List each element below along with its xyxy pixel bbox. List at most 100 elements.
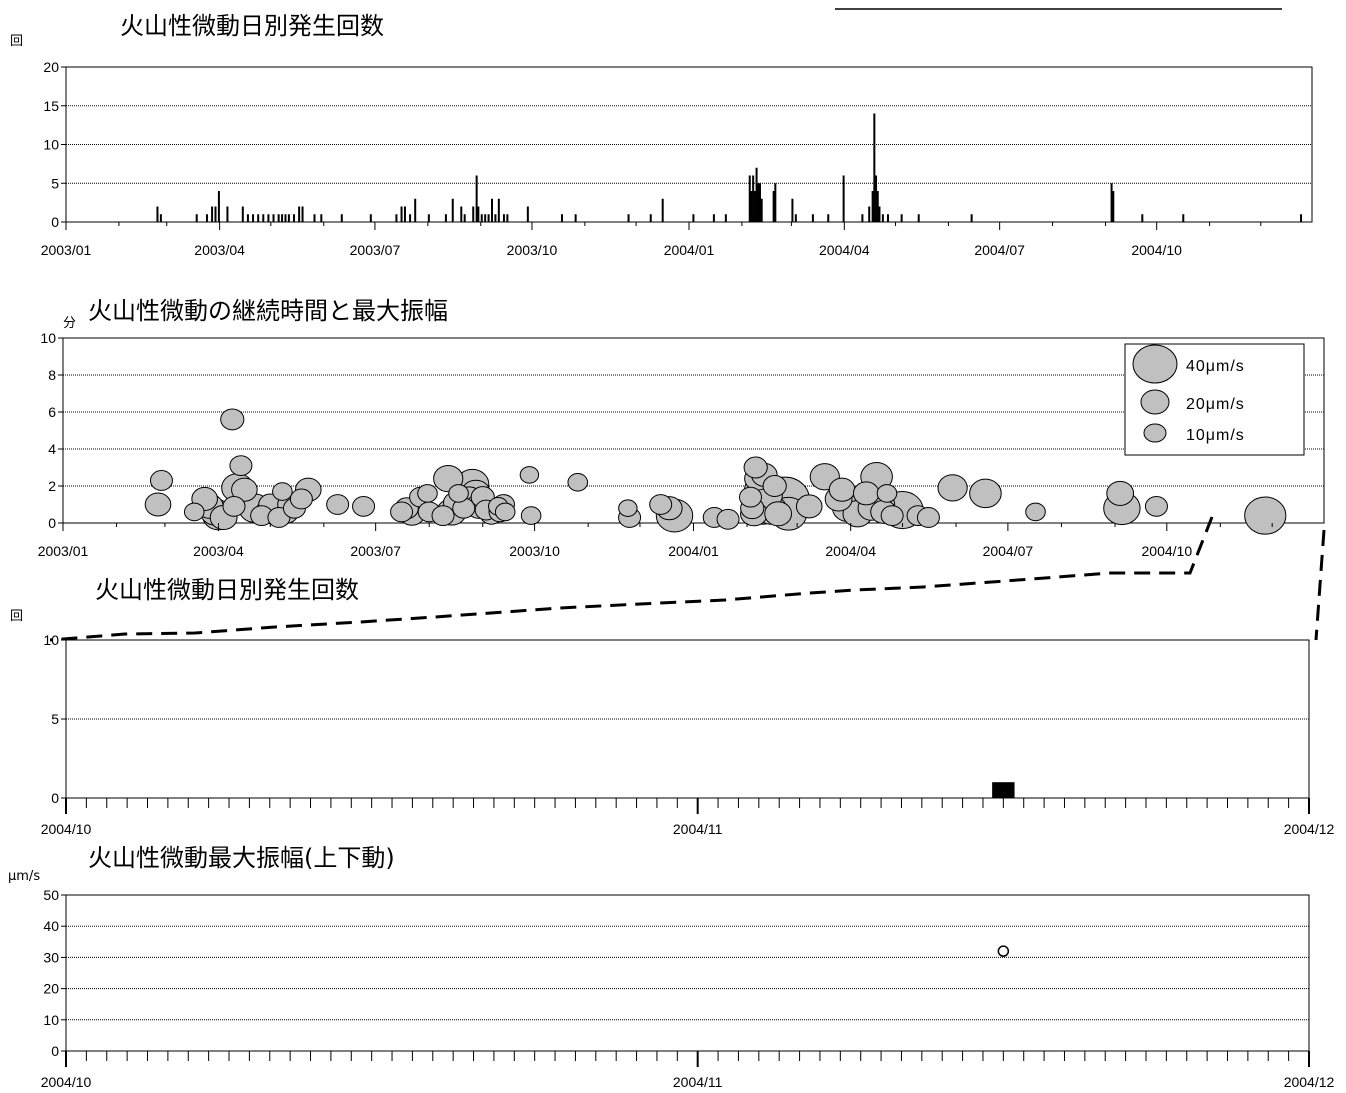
chart-1-bar — [526, 206, 529, 222]
chart-4-y-tick-label: 30 — [43, 949, 59, 965]
chart-3-y-tick-label: 10 — [43, 632, 59, 648]
chart-1-bar — [661, 198, 664, 222]
chart-1-bar — [205, 214, 208, 222]
chart-1-bar — [226, 206, 229, 222]
chart-1-bar — [1182, 214, 1185, 222]
chart-1-bar — [791, 198, 794, 222]
chart-2-legend: 40μm/s 20μm/s 10μm/s — [1124, 343, 1305, 456]
chart-2-x-tick-label: 2003/07 — [350, 543, 401, 559]
chart-1-bar — [752, 175, 755, 222]
chart-1-y-tick-label: 15 — [43, 98, 59, 114]
chart-4-x-tick-label: 2004/10 — [41, 1074, 92, 1090]
chart-4-y-unit: μm/s — [8, 869, 40, 884]
chart-2-point — [494, 502, 516, 522]
chart-1-bar — [772, 191, 775, 222]
chart-1-bar — [484, 214, 487, 222]
chart-1-bar — [340, 214, 343, 222]
chart-1-x-tick-label: 2003/01 — [41, 242, 92, 258]
chart-1-x-tick-label: 2004/04 — [819, 242, 870, 258]
chart-1-bar — [1300, 214, 1303, 222]
chart-1-bar — [460, 206, 463, 222]
chart-1-bar — [868, 206, 871, 222]
chart-2-point — [183, 502, 205, 522]
chart-1-bar — [400, 206, 403, 222]
chart-1-bar — [881, 214, 884, 222]
chart-1-bar — [875, 175, 878, 222]
chart-1-bar — [760, 198, 763, 222]
chart-1-bar — [475, 175, 478, 222]
chart-1-bar — [755, 167, 758, 222]
chart-1-bar — [159, 214, 162, 222]
chart-2-point — [272, 482, 293, 501]
chart-1-bar — [313, 214, 316, 222]
chart-1-x-tick-label: 2004/07 — [974, 242, 1025, 258]
chart-1-bar — [214, 206, 217, 222]
chart-3-y-unit: 回 — [10, 609, 23, 624]
chart-2-y-tick-label: 6 — [48, 404, 56, 420]
chart-2-point — [795, 494, 823, 519]
chart-1-bar — [871, 191, 874, 222]
chart-2-point — [618, 499, 638, 517]
chart-1-bar — [712, 214, 715, 222]
chart-2-point — [876, 484, 898, 503]
chart-1-bar — [369, 214, 372, 222]
chart-3-x-tick-label: 2004/12 — [1284, 821, 1335, 837]
chart-1-y-tick-label: 20 — [43, 59, 59, 75]
chart-1-bar — [301, 206, 304, 222]
chart-1-bar — [627, 214, 630, 222]
chart-1-bar — [811, 214, 814, 222]
chart-2-point — [231, 477, 258, 502]
chart-1-bar — [750, 191, 753, 222]
chart-1-bar — [277, 214, 280, 222]
chart-2-point — [519, 466, 540, 484]
legend-marker-20 — [1140, 389, 1170, 415]
chart-1-bar — [409, 214, 412, 222]
chart-1-bar — [241, 206, 244, 222]
chart-1-bar — [262, 214, 265, 222]
chart-4-y-tick-label: 40 — [43, 918, 59, 934]
chart-4-point — [997, 945, 1010, 957]
chart-1-x-tick-label: 2004/10 — [1131, 242, 1182, 258]
chart-2-y-tick-label: 8 — [48, 367, 56, 383]
chart-1-bar — [246, 214, 249, 222]
chart-1-title: 火山性微動日別発生回数 — [120, 12, 384, 40]
chart-1-bar — [774, 183, 777, 222]
chart-1-bar — [724, 214, 727, 222]
chart-1-bar — [502, 214, 505, 222]
chart-1-bar — [320, 214, 323, 222]
chart-2-point — [1244, 496, 1287, 535]
chart-4-x-tick-label: 2004/11 — [673, 1074, 723, 1090]
chart-1-bar — [211, 206, 214, 222]
chart-2-point — [390, 501, 414, 523]
chart-2-x-tick-label: 2004/07 — [983, 543, 1034, 559]
chart-1-bar — [494, 214, 497, 222]
chart-2-title: 火山性微動の継続時間と最大振幅 — [88, 297, 448, 325]
chart-2-point — [149, 470, 173, 491]
chart-4-y-tick-label: 50 — [43, 887, 59, 903]
chart-1-bar — [649, 214, 652, 222]
chart-1-bar — [427, 214, 430, 222]
chart-2-point — [969, 478, 1002, 509]
zoom-connector-right — [1314, 529, 1326, 641]
chart-1-bar — [195, 214, 198, 222]
chart-2-y-unit: 分 — [63, 316, 76, 331]
chart-1-bar — [560, 214, 563, 222]
chart-1-bar — [287, 214, 290, 222]
chart-1-bar — [794, 214, 797, 222]
chart-2-point — [716, 508, 740, 530]
chart-3-x-tick-label: 2004/11 — [673, 821, 723, 837]
chart-1-bar — [252, 214, 255, 222]
chart-1-bar — [444, 214, 447, 222]
chart-1-bar — [477, 206, 480, 222]
chart-1-x-tick-label: 2004/01 — [664, 242, 715, 258]
chart-1-bar — [480, 214, 483, 222]
chart-1-bar — [574, 214, 577, 222]
chart-3-x-tick-label: 2004/10 — [41, 821, 92, 837]
chart-3-daily-counts-zoom: 火山性微動日別発生回数 回 0 5 10 2004/10 2004/11 2004/12 — [10, 576, 1335, 837]
chart-1-bar — [873, 113, 876, 222]
chart-2-point — [229, 455, 253, 477]
chart-4-x-tick-label: 2004/12 — [1284, 1074, 1335, 1090]
chart-2-point — [222, 495, 246, 517]
chart-2-point — [828, 477, 856, 502]
